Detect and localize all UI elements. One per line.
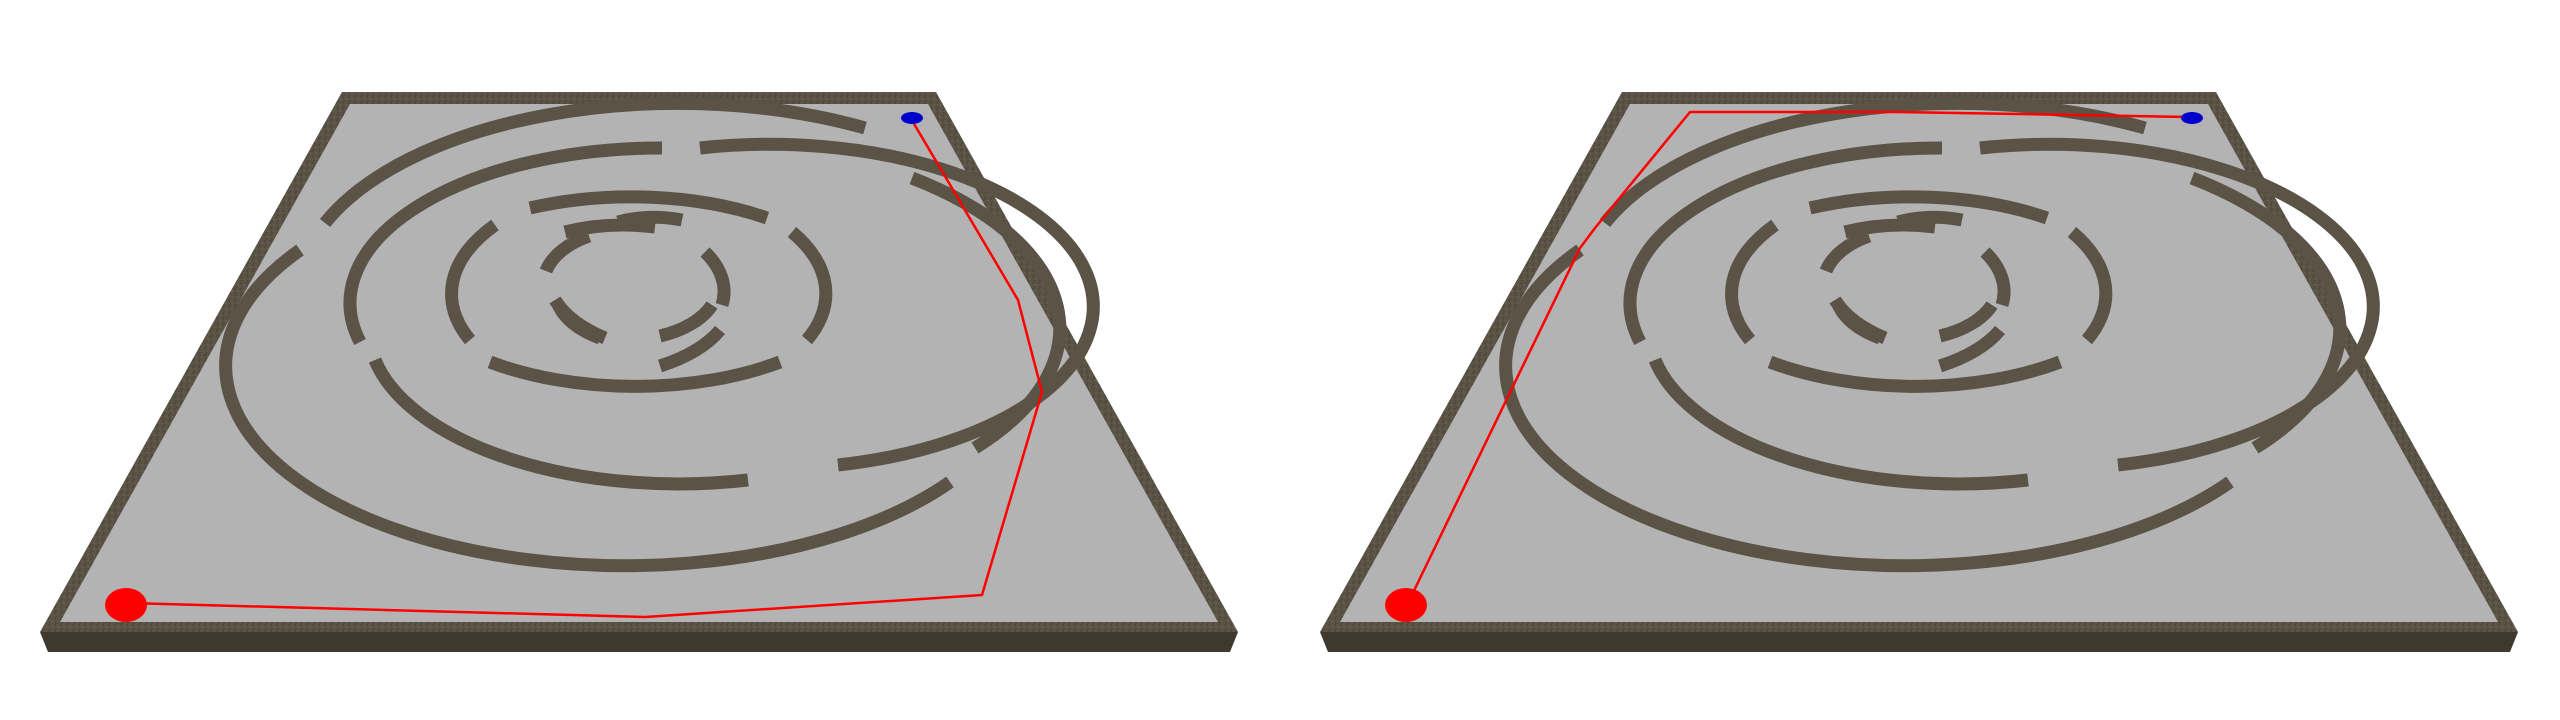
solution-path	[127, 116, 1044, 619]
board-floor	[60, 104, 1218, 622]
wall-ring-5-segment	[219, 244, 954, 573]
start-marker	[105, 588, 147, 622]
wall-ring-2-segment	[700, 247, 731, 307]
wall-ring-1-segment	[1896, 210, 1964, 229]
wall-ring-2-segment	[1937, 325, 2005, 373]
wall-ring-4-segment	[699, 137, 1100, 472]
goal-marker	[901, 112, 923, 124]
wall-ring-3-segment	[487, 355, 783, 393]
board-frame-side	[40, 632, 1238, 652]
board-frame-side	[1320, 632, 2518, 652]
wall-ring-3-segment	[2067, 227, 2113, 345]
wall-ring-3-segment	[787, 227, 833, 345]
wall-ring-1-segment	[539, 229, 592, 274]
goal-marker	[2181, 112, 2203, 124]
wall-ring-1-segment	[658, 301, 718, 343]
wall-ring-2-segment	[657, 325, 725, 373]
start-marker	[1385, 588, 1427, 622]
wall-ring-1-segment	[616, 210, 684, 229]
wall-ring-1-segment	[1938, 301, 1998, 343]
wall-ring-3-segment	[1808, 190, 2050, 225]
maze-panel-right	[1320, 92, 2518, 652]
solution-path	[1406, 110, 2191, 604]
wall-ring-2-segment	[1980, 247, 2011, 307]
wall-ring-5-segment	[319, 96, 867, 228]
wall-ring-4-segment	[1648, 357, 2029, 491]
wall-ring-1-segment	[1832, 301, 1883, 345]
board-floor	[1340, 104, 2498, 622]
maze-walls	[219, 96, 1100, 573]
wall-ring-3-segment	[1767, 355, 2063, 393]
wall-ring-5-segment	[1599, 96, 2147, 228]
wall-ring-4-segment	[343, 141, 663, 345]
maze-walls	[1499, 96, 2380, 573]
wall-ring-2-segment	[1843, 218, 1936, 239]
maze-panel-left	[40, 92, 1238, 652]
wall-ring-4-segment	[368, 357, 749, 491]
wall-ring-3-segment	[445, 219, 499, 345]
wall-ring-1-segment	[552, 301, 603, 345]
wall-ring-5-segment	[1499, 244, 2234, 573]
wall-ring-4-segment	[1623, 141, 1943, 345]
wall-ring-2-segment	[563, 218, 656, 239]
wall-ring-3-segment	[528, 190, 770, 225]
wall-ring-4-segment	[1979, 137, 2380, 472]
wall-ring-1-segment	[1819, 229, 1872, 274]
wall-ring-3-segment	[1725, 219, 1779, 345]
